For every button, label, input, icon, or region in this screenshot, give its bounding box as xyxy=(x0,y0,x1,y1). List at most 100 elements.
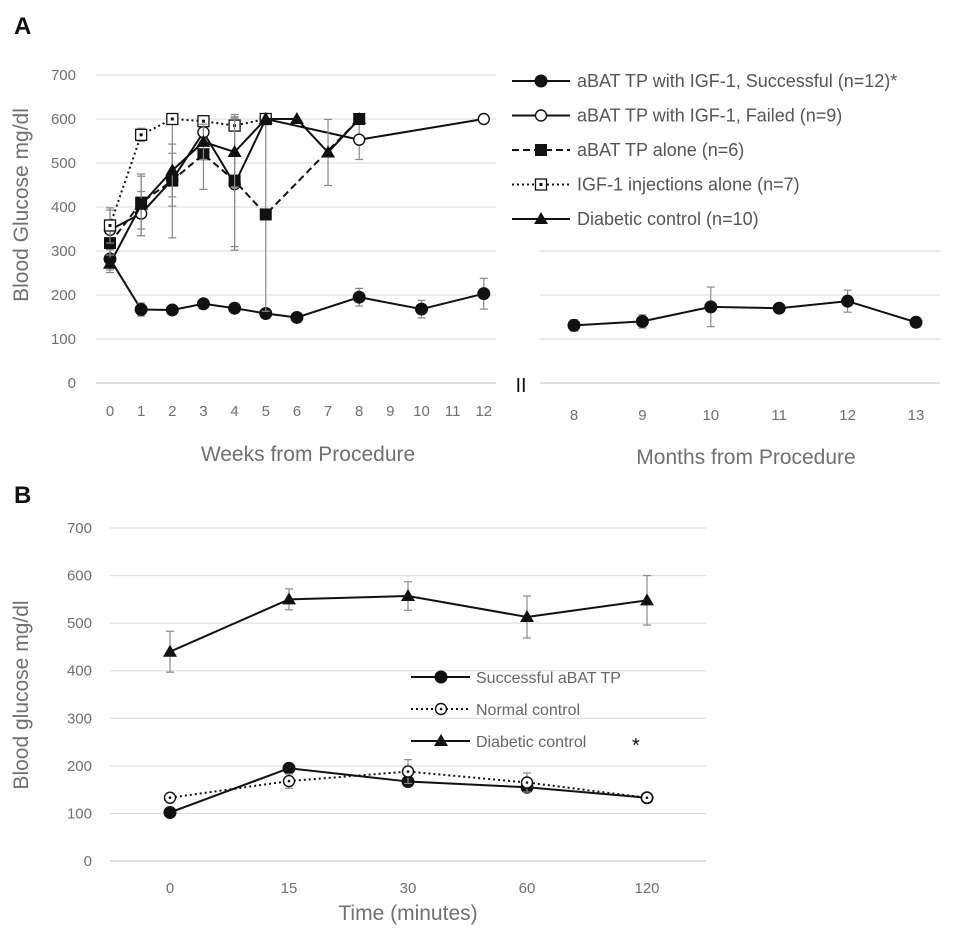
panel-a-series-diabetic-control-n-10-point xyxy=(352,112,367,124)
panel-a-series-abat-tp-alone-n-6-point xyxy=(259,208,272,221)
panel-a-x-tick-label-weeks: 7 xyxy=(324,403,332,420)
panel-a-series-diabetic-control-n-10-point xyxy=(103,256,117,269)
panel-a-x-tick-label-months: 12 xyxy=(839,407,856,424)
panel-b-y-tick-label: 200 xyxy=(67,758,92,775)
panel-a-x-tick-label-weeks: 6 xyxy=(293,403,301,420)
panel-a-months-series-abat-tp-with-igf-1-successful-n-12-point xyxy=(567,318,581,332)
panel-a-series-diabetic-control-n-10-point xyxy=(289,112,304,124)
panel-a-series-abat-tp-with-igf-1-successful-n-12-point xyxy=(477,287,491,301)
panel-b-series-diabetic-control-point xyxy=(163,644,177,657)
panel-a-series-abat-tp-with-igf-1-successful-n-12-point xyxy=(415,302,428,316)
panel-a-legend: aBAT TP with IGF-1, Successful (n=12)* aB… xyxy=(512,71,897,229)
panel-a-months-series-abat-tp-with-igf-1-successful-n-12-point xyxy=(772,301,786,315)
panel-a-series-abat-tp-with-igf-1-successful-n-12-line xyxy=(109,258,485,319)
panel-a-series-abat-tp-with-igf-1-successful-n-12-point xyxy=(196,297,210,311)
panel-a-x-tick-label-weeks: 3 xyxy=(199,403,207,420)
panel-a-months-series-abat-tp-with-igf-1-successful-n-12-line xyxy=(573,300,917,327)
panel-a-y-tick-label: 0 xyxy=(68,375,76,392)
panel-a-x-axis-title-weeks: Weeks from Procedure xyxy=(201,443,415,466)
panel-a-x-tick-label-weeks: 2 xyxy=(168,403,176,420)
panel-a-series-igf-1-injections-alone-n-7-point-dot xyxy=(201,119,205,123)
panel-b-legend-diabetic-control-label: Diabetic control xyxy=(476,734,586,751)
panel-a-x-tick-label-weeks: 4 xyxy=(230,403,238,420)
panel-a-series-diabetic-control-n-10-point xyxy=(134,197,149,210)
panel-b-x-tick-label: 60 xyxy=(519,880,536,897)
panel-a-series-diabetic-control-n-10-point xyxy=(321,145,336,158)
panel-a-legend-abat-tp-with-igf-1-successful-n-12-label: aBAT TP with IGF-1, Successful (n=12)* xyxy=(577,71,897,91)
panel-a-y-tick-label: 700 xyxy=(51,67,76,84)
panel-a-legend-abat-tp-with-igf-1-successful-n-12-marker xyxy=(534,74,548,88)
panel-a-legend-diabetic-control-n-10-marker xyxy=(534,212,548,224)
panel-a-y-axis-title: Blood Glucose mg/dl xyxy=(10,108,33,302)
panel-b-series xyxy=(163,574,654,819)
panel-a-series-diabetic-control-n-10-point xyxy=(165,163,180,176)
panel-b-x-tick-label: 120 xyxy=(634,880,659,897)
panel-b-legend-successful-abat-tp-marker xyxy=(434,670,448,684)
panel-b-x-tick-label: 0 xyxy=(166,880,174,897)
panel-a-x-tick-label-months: 11 xyxy=(771,407,787,424)
panel-a-y-tick-label: 400 xyxy=(51,199,76,216)
panel-b-series-normal-control-point-dot xyxy=(525,781,529,784)
panel-b-y-tick-label: 500 xyxy=(67,615,92,632)
panel-a-legend-igf-1-injections-alone-n-7-marker-dot xyxy=(539,183,543,186)
panel-b-significance-star: * xyxy=(632,735,640,757)
panel-a-x-tick-label-weeks: 8 xyxy=(355,403,363,420)
panel-b-series-normal-control-point-dot xyxy=(406,770,410,773)
panel-a-series-abat-tp-with-igf-1-successful-n-12-point xyxy=(290,310,304,324)
panel-b-series-successful-abat-tp-point xyxy=(163,805,177,819)
panel-a-x-tick-label-months: 9 xyxy=(638,407,646,424)
panel-a-months-series-abat-tp-with-igf-1-successful-n-12-point xyxy=(841,294,855,308)
panel-b-legend: Successful aBAT TP Normal control Diabetic… xyxy=(411,670,640,757)
panel-a-legend-abat-tp-alone-n-6-marker xyxy=(535,144,547,156)
panel-a-series-abat-tp-with-igf-1-failed-n-9-point xyxy=(353,133,366,146)
panel-b-series-diabetic-control-point xyxy=(640,593,654,606)
panel-a-legend-abat-tp-with-igf-1-failed-n-9-marker xyxy=(534,109,548,122)
panel-b-series-normal-control-point-dot xyxy=(168,796,172,800)
panel-a-x-tick-label-weeks: 10 xyxy=(413,403,430,420)
panel-b-y-tick-label: 700 xyxy=(67,520,92,537)
panel-b-y-tick-label: 0 xyxy=(84,853,92,870)
panel-a-legend-igf-1-injections-alone-n-7-label: IGF-1 injections alone (n=7) xyxy=(577,175,800,195)
panel-a-legend-abat-tp-with-igf-1-failed-n-9-label: aBAT TP with IGF-1, Failed (n=9) xyxy=(577,106,842,126)
panel-a-letter: A xyxy=(14,13,31,40)
panel-a-x-tick-label-weeks: 9 xyxy=(386,403,394,420)
panel-a-months-series-abat-tp-with-igf-1-successful-n-12-point xyxy=(704,300,718,314)
panel-a-series-igf-1-injections-alone-n-7-point-dot xyxy=(170,117,174,121)
panel-a-y-tick-label: 600 xyxy=(51,111,76,128)
panel-a-series-igf-1-injections-alone-n-7-point-dot xyxy=(108,223,112,227)
panel-a-series-igf-1-injections-alone-n-7-point-dot xyxy=(139,133,143,137)
panel-a-legend-abat-tp-alone-n-6-label: aBAT TP alone (n=6) xyxy=(577,140,744,160)
panel-b-x-tick-label: 30 xyxy=(400,880,417,897)
panel-a-x-tick-label-weeks: 1 xyxy=(137,403,145,420)
panel-a-series xyxy=(103,112,923,332)
panel-b-y-axis-title: Blood glucose mg/dl xyxy=(10,600,33,789)
panel-a-y-tick-label: 500 xyxy=(51,155,76,172)
panel-b-series-diabetic-control-point xyxy=(520,609,534,622)
panel-b-letter: B xyxy=(14,482,31,509)
panel-b-series-successful-abat-tp-point xyxy=(282,761,296,775)
panel-a-series-igf-1-injections-alone-n-7-line xyxy=(109,117,266,226)
panel-a-x-tick-label-months: 10 xyxy=(702,407,719,424)
panel-a-x-axis-title-months: Months from Procedure xyxy=(636,446,855,469)
panel-a-legend-diabetic-control-n-10-label: Diabetic control (n=10) xyxy=(577,209,759,229)
panel-b-series-diabetic-control-point xyxy=(401,589,415,602)
panel-b-x-axis-title: Time (minutes) xyxy=(338,902,477,925)
panel-b-series-normal-control-point-dot xyxy=(645,796,649,800)
panel-a-series-diabetic-control-n-10-point xyxy=(258,112,273,124)
panel-b-series-normal-control-point-dot xyxy=(287,779,291,783)
axis-break-mark: II xyxy=(515,375,526,397)
panel-b-axes: 0 100 200 300 400 500 600 700 0 15 30 60 120 xyxy=(67,520,706,897)
panel-a-series-diabetic-control-n-10-point xyxy=(196,134,211,147)
panel-a-y-tick-label: 200 xyxy=(51,287,76,304)
panel-a-series-abat-tp-with-igf-1-successful-n-12-point xyxy=(352,290,366,304)
panel-b-legend-diabetic-control-marker xyxy=(434,734,448,746)
panel-a-y-tick-label: 300 xyxy=(51,243,76,260)
panel-b-legend-successful-abat-tp-label: Successful aBAT TP xyxy=(476,670,621,687)
panel-b-y-tick-label: 100 xyxy=(67,805,92,822)
panel-a-series-abat-tp-with-igf-1-failed-n-9-point xyxy=(477,112,490,126)
panel-b-series-normal-control-line xyxy=(169,770,648,799)
panel-b-chart: 0 100 200 300 400 500 600 700 0 15 30 60 120 Blood g… xyxy=(10,520,706,925)
